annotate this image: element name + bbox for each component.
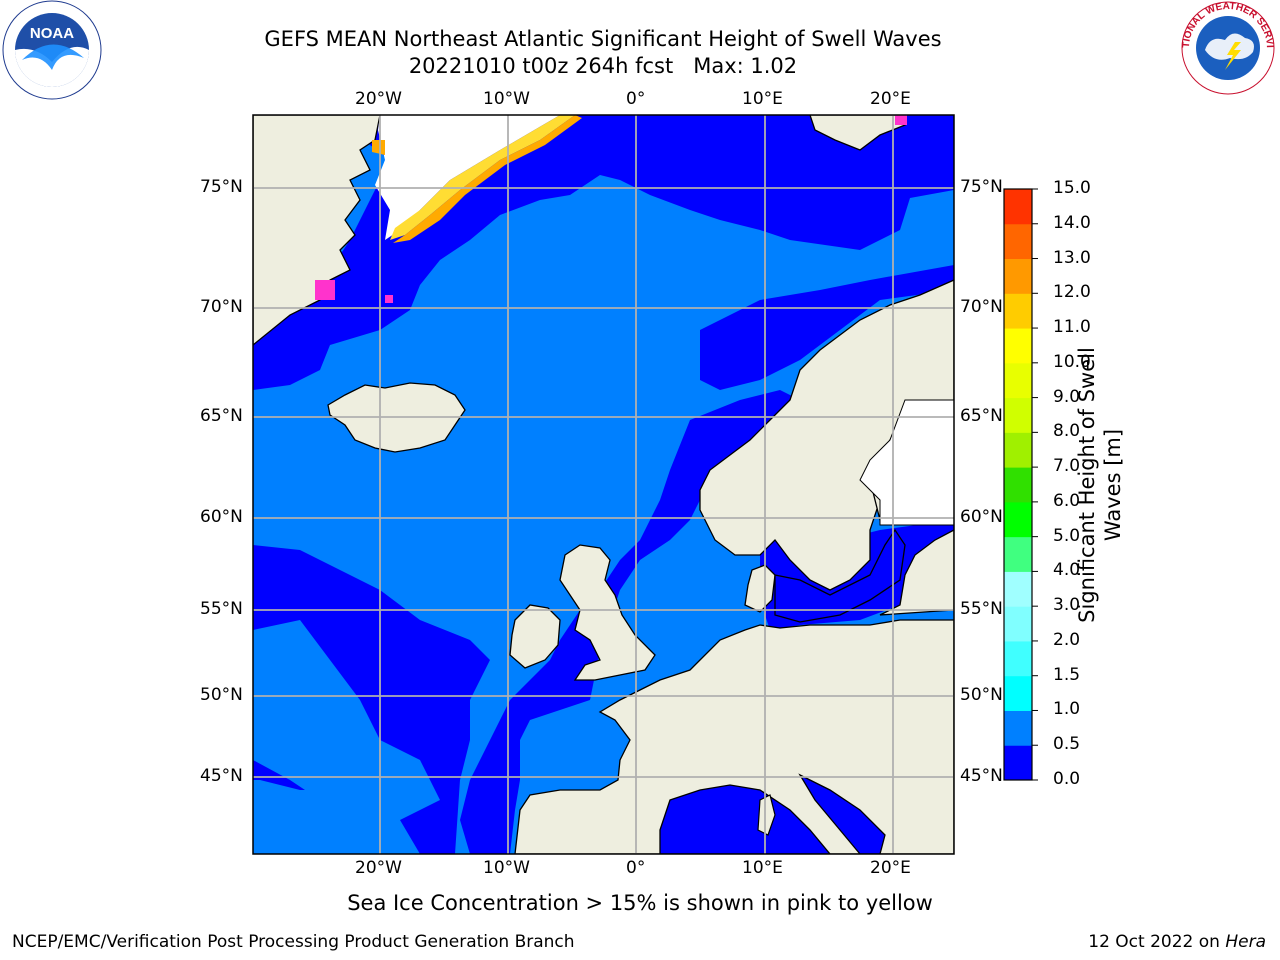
colorbar-tick-label: 5.0 (1053, 525, 1081, 546)
colorbar-bin (1004, 328, 1032, 364)
noaa-logo: NOAA (2, 0, 102, 100)
lon-label-top: 10°W (483, 89, 530, 109)
colorbar-tick-label: 6.0 (1053, 490, 1081, 511)
noaa-logo-text: NOAA (30, 25, 74, 42)
colorbar-frame (1003, 188, 1033, 781)
footer-date-text: 12 Oct 2022 on (1088, 932, 1226, 952)
colorbar-bin (1004, 745, 1032, 781)
colorbar-tick-label: 7.0 (1053, 456, 1081, 477)
sea-ice (315, 115, 907, 303)
colorbar-tick-label: 1.0 (1053, 699, 1081, 720)
chart-title: GEFS MEAN Northeast Atlantic Significant… (264, 27, 942, 51)
colorbar-bin (1004, 501, 1032, 538)
colorbar-bin (1004, 397, 1032, 433)
graticule (253, 115, 954, 854)
lat-label-left: 60°N (200, 507, 243, 527)
lon-label-top: 20°W (355, 89, 402, 109)
colorbar-bin (1004, 258, 1032, 294)
lon-label-bottom: 10°W (483, 858, 530, 878)
colorbar-tick-label: 2.0 (1053, 629, 1081, 650)
colorbar-tick-label: 11.0 (1053, 317, 1091, 338)
lat-label-left: 45°N (200, 766, 243, 786)
lat-label-left: 50°N (200, 685, 243, 705)
lat-label-right: 55°N (960, 599, 1003, 619)
lat-label-right: 65°N (960, 406, 1003, 426)
corsica-island (757, 794, 776, 836)
lon-label-bottom: 0° (626, 858, 646, 878)
colorbar-bin (1004, 571, 1032, 607)
colorbar-bin (1004, 467, 1032, 503)
lon-label-bottom: 20°E (870, 858, 911, 878)
colorbar-tick-label: 0.0 (1053, 769, 1081, 789)
lat-label-left: 55°N (200, 599, 243, 619)
lat-label-left: 65°N (200, 406, 243, 426)
mediterranean-west (659, 784, 831, 854)
colorbar-title: Significant Height of Swell Waves [m] (1075, 347, 1125, 623)
lon-label-top: 0° (626, 89, 646, 109)
nws-logo: NATIONAL WEATHER SERVICE (1175, 0, 1275, 95)
colorbar-tick-label: 10.0 (1053, 351, 1091, 372)
colorbar-bin (1004, 223, 1032, 260)
colorbar (1003, 188, 1038, 781)
footer-host: Hera (1225, 932, 1266, 952)
colorbar-bin (1004, 536, 1032, 572)
chart-subtitle: 20221010 t00z 264h fcst Max: 1.02 (408, 54, 798, 78)
colorbar-tick-label: 14.0 (1053, 212, 1091, 233)
lat-label-right: 50°N (960, 685, 1003, 705)
colorbar-bin (1004, 640, 1032, 677)
footer-date: 12 Oct 2022 on Hera (1088, 932, 1266, 952)
lon-label-bottom: 20°W (355, 858, 402, 878)
colorbar-tick-label: 12.0 (1053, 282, 1091, 303)
colorbar-bin (1004, 362, 1032, 399)
sea-ice-note: Sea Ice Concentration > 15% is shown in … (347, 891, 933, 915)
colorbar-tick-label: 4.0 (1053, 560, 1081, 581)
map-frame (252, 114, 955, 855)
colorbar-bin (1004, 710, 1032, 746)
colorbar-tick-label: 3.0 (1053, 595, 1081, 616)
colorbar-tick-label: 15.0 (1053, 178, 1091, 198)
lon-label-bottom: 10°E (742, 858, 783, 878)
lat-label-right: 70°N (960, 297, 1003, 317)
colorbar-tick-label: 9.0 (1053, 386, 1081, 407)
lat-label-right: 45°N (960, 766, 1003, 786)
lon-label-top: 20°E (870, 89, 911, 109)
colorbar-tick-label: 1.5 (1053, 664, 1081, 685)
colorbar-bin (1004, 675, 1032, 711)
lat-label-left: 70°N (200, 297, 243, 317)
colorbar-bin (1004, 432, 1032, 468)
colorbar-bin (1004, 606, 1032, 642)
lon-label-top: 10°E (742, 89, 783, 109)
footer-credit: NCEP/EMC/Verification Post Processing Pr… (12, 932, 575, 952)
lat-label-right: 60°N (960, 507, 1003, 527)
lat-label-left: 75°N (200, 177, 243, 197)
colorbar-tick-label: 0.5 (1053, 734, 1081, 755)
finland-white (859, 399, 954, 526)
adriatic-sea (798, 773, 886, 854)
colorbar-tick-label: 13.0 (1053, 247, 1091, 268)
colorbar-tick-label: 8.0 (1053, 421, 1081, 442)
baltic-sea (774, 528, 906, 623)
colorbar-bin (1004, 189, 1032, 225)
colorbar-bin (1004, 293, 1032, 329)
lat-label-right: 75°N (960, 177, 1003, 197)
